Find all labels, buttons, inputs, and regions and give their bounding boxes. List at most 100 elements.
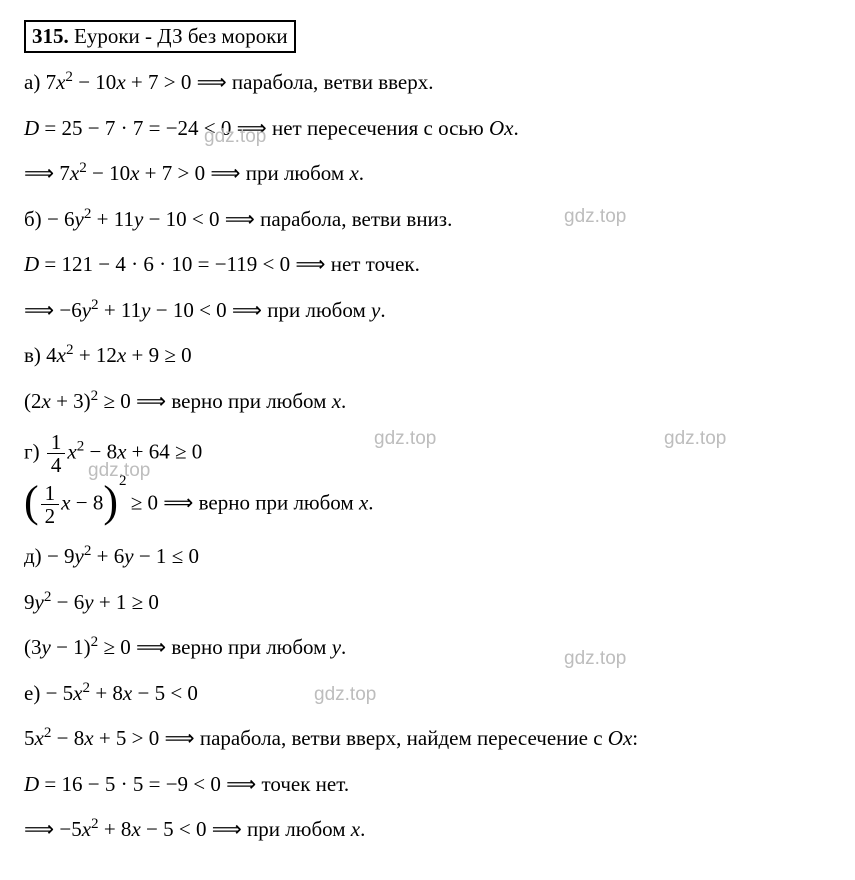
text: . bbox=[341, 389, 346, 413]
text: + 5 > 0 ⟹ парабола, ветви вверх, найдем … bbox=[94, 726, 608, 750]
var-x: x bbox=[332, 389, 341, 413]
var-x: x bbox=[82, 817, 91, 841]
var-x: x bbox=[123, 681, 132, 705]
text: + 12 bbox=[74, 343, 117, 367]
text: ≥ 0 ⟹ верно при любом bbox=[98, 389, 331, 413]
text: + 11 bbox=[99, 298, 142, 322]
line-e3: D = 16 − 5 · 5 = −9 < 0 ⟹ точек нет. bbox=[24, 769, 831, 801]
line-a1: а) 7x2 − 10x + 7 > 0 ⟹ парабола, ветви в… bbox=[24, 67, 831, 99]
exp-2: 2 bbox=[65, 69, 73, 85]
header-line: 315. Еуроки - ДЗ без мороки bbox=[24, 20, 831, 53]
label-g: г) bbox=[24, 439, 45, 463]
var-y: y bbox=[75, 544, 84, 568]
var-y: y bbox=[82, 298, 91, 322]
text: − 10 bbox=[73, 70, 116, 94]
var-x: x bbox=[131, 817, 140, 841]
var-o: O bbox=[608, 726, 623, 750]
text: ≥ 0 ⟹ верно при любом bbox=[125, 490, 358, 514]
line-d2: 9y2 − 6y + 1 ≥ 0 bbox=[24, 587, 831, 619]
text: . bbox=[380, 298, 385, 322]
line-d1: д) − 9y2 + 6y − 1 ≤ 0 bbox=[24, 541, 831, 573]
text: (2 bbox=[24, 389, 42, 413]
text: + 6 bbox=[91, 544, 124, 568]
var-x: x bbox=[56, 70, 65, 94]
line-b2: D = 121 − 4 · 6 · 10 = −119 < 0 ⟹ нет то… bbox=[24, 249, 831, 281]
text: (3 bbox=[24, 635, 42, 659]
var-x: x bbox=[84, 726, 93, 750]
label-b: б) bbox=[24, 207, 47, 231]
var-o: O bbox=[489, 116, 504, 140]
var-d: D bbox=[24, 252, 39, 276]
text: + 9 ≥ 0 bbox=[126, 343, 191, 367]
text: 9 bbox=[24, 590, 35, 614]
numerator: 1 bbox=[47, 431, 66, 454]
exp-2: 2 bbox=[83, 680, 91, 696]
var-y: y bbox=[134, 207, 143, 231]
line-a2: D = 25 − 7 · 7 = −24 < 0 ⟹ нет пересечен… bbox=[24, 113, 831, 145]
line-d3: (3y − 1)2 ≥ 0 ⟹ верно при любом y. bbox=[24, 632, 831, 664]
text: ⟹ −6 bbox=[24, 298, 82, 322]
text: 4 bbox=[46, 343, 57, 367]
text: − 1 ≤ 0 bbox=[134, 544, 199, 568]
line-v1: в) 4x2 + 12x + 9 ≥ 0 bbox=[24, 340, 831, 372]
var-x: x bbox=[349, 161, 358, 185]
line-a3: ⟹ 7x2 − 10x + 7 > 0 ⟹ при любом x. bbox=[24, 158, 831, 190]
line-b3: ⟹ −6y2 + 11y − 10 < 0 ⟹ при любом y. bbox=[24, 295, 831, 327]
line-b1: б) − 6y2 + 11y − 10 < 0 ⟹ парабола, ветв… bbox=[24, 204, 831, 236]
text: − 8 bbox=[51, 726, 84, 750]
text: + 8 bbox=[99, 817, 132, 841]
var-x: x bbox=[117, 343, 126, 367]
text: − 1) bbox=[51, 635, 91, 659]
var-x: x bbox=[351, 817, 360, 841]
problem-number-box: 315. Еуроки - ДЗ без мороки bbox=[24, 20, 296, 53]
text: − 6 bbox=[51, 590, 84, 614]
denominator: 4 bbox=[47, 454, 66, 476]
text: − 9 bbox=[47, 544, 75, 568]
var-x: x bbox=[73, 681, 82, 705]
text: − 10 < 0 ⟹ парабола, ветви вниз. bbox=[143, 207, 452, 231]
var-y: y bbox=[141, 298, 150, 322]
text: 7 bbox=[46, 70, 57, 94]
text: . bbox=[360, 817, 365, 841]
header-text: Еуроки - ДЗ без мороки bbox=[69, 24, 288, 48]
text: = 25 − 7 · 7 = −24 < 0 ⟹ нет пересечения… bbox=[39, 116, 489, 140]
text: − 8 bbox=[70, 490, 103, 514]
text: . bbox=[368, 490, 373, 514]
problem-number: 315. bbox=[32, 24, 69, 48]
var-x: x bbox=[67, 439, 76, 463]
var-y: y bbox=[35, 590, 44, 614]
label-v: в) bbox=[24, 343, 46, 367]
line-e2: 5x2 − 8x + 5 > 0 ⟹ парабола, ветви вверх… bbox=[24, 723, 831, 755]
var-x: x bbox=[42, 389, 51, 413]
text: . bbox=[359, 161, 364, 185]
line-v2: (2x + 3)2 ≥ 0 ⟹ верно при любом x. bbox=[24, 386, 831, 418]
var-y: y bbox=[124, 544, 133, 568]
text: − 5 < 0 ⟹ при любом bbox=[141, 817, 351, 841]
exp-2: 2 bbox=[91, 297, 99, 313]
label-e: е) bbox=[24, 681, 46, 705]
line-g1: г) 14x2 − 8x + 64 ≥ 0 bbox=[24, 431, 831, 476]
text: . bbox=[341, 635, 346, 659]
exp-2: 2 bbox=[119, 473, 127, 489]
text: − 5 < 0 bbox=[132, 681, 198, 705]
text: ⟹ 7 bbox=[24, 161, 70, 185]
var-x: x bbox=[70, 161, 79, 185]
text: + 3) bbox=[51, 389, 91, 413]
text: 5 bbox=[24, 726, 35, 750]
text: + 7 > 0 ⟹ при любом bbox=[139, 161, 349, 185]
var-d: D bbox=[24, 116, 39, 140]
text: + 1 ≥ 0 bbox=[94, 590, 159, 614]
exp-2: 2 bbox=[91, 816, 99, 832]
text: − 10 < 0 ⟹ при любом bbox=[151, 298, 372, 322]
var-x: x bbox=[623, 726, 632, 750]
var-d: D bbox=[24, 772, 39, 796]
text: − 8 bbox=[84, 439, 117, 463]
text: ≥ 0 ⟹ верно при любом bbox=[98, 635, 331, 659]
var-x: x bbox=[57, 343, 66, 367]
label-d: д) bbox=[24, 544, 47, 568]
fraction-1-4: 14 bbox=[47, 431, 66, 476]
var-x: x bbox=[35, 726, 44, 750]
var-y: y bbox=[84, 590, 93, 614]
denominator: 2 bbox=[41, 505, 60, 527]
text: + 11 bbox=[91, 207, 134, 231]
